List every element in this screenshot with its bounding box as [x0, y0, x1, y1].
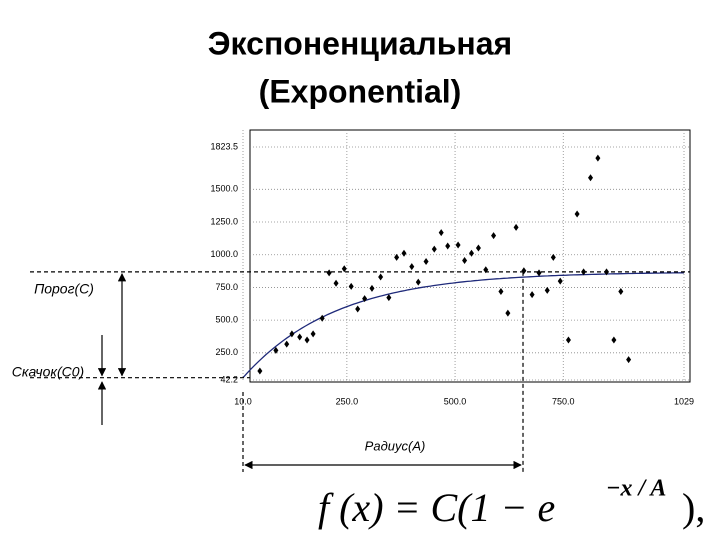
data-point — [604, 268, 610, 276]
data-point — [513, 223, 519, 231]
model-curve — [242, 272, 684, 379]
data-point — [319, 314, 325, 322]
y-tick-label: 1250.0 — [210, 216, 238, 226]
y-tick-label: 750.0 — [215, 282, 238, 292]
data-point — [297, 333, 303, 341]
data-point — [581, 268, 587, 276]
data-point — [491, 232, 497, 240]
data-point — [257, 367, 263, 375]
chart-title: (Exponential) — [259, 73, 462, 109]
data-point — [536, 269, 542, 277]
data-point — [445, 242, 451, 250]
data-point — [529, 291, 535, 299]
data-point — [431, 245, 437, 253]
x-axis-title: Радиус(A) — [365, 438, 426, 453]
data-point — [455, 241, 461, 249]
data-point — [469, 249, 475, 257]
data-point — [378, 273, 384, 281]
data-point — [611, 336, 617, 344]
data-point — [483, 266, 489, 274]
nugget-label: Скачок(C0) — [12, 364, 84, 380]
data-point — [273, 346, 279, 354]
data-point — [310, 330, 316, 338]
data-point — [550, 253, 556, 261]
y-tick-label: 42.2 — [220, 374, 238, 384]
x-tick-label: 1029 — [674, 396, 694, 406]
data-point — [369, 284, 375, 292]
data-point — [521, 267, 527, 275]
sill-label: Порог(C) — [34, 281, 94, 297]
data-point — [462, 256, 468, 264]
data-point — [289, 330, 295, 338]
y-tick-label: 1823.5 — [210, 141, 238, 151]
data-point — [415, 278, 421, 286]
y-tick-label: 250.0 — [215, 347, 238, 357]
data-point — [618, 287, 624, 295]
data-point — [355, 305, 361, 313]
data-point — [284, 340, 290, 348]
data-point — [505, 309, 511, 317]
data-point — [401, 249, 407, 257]
data-point — [394, 253, 400, 261]
data-point — [362, 295, 368, 303]
x-tick-label: 500.0 — [444, 396, 467, 406]
data-point — [304, 336, 310, 344]
data-point — [423, 258, 429, 266]
y-tick-label: 1500.0 — [210, 184, 238, 194]
data-point — [557, 277, 563, 285]
data-point — [595, 154, 601, 162]
data-point — [626, 356, 632, 364]
data-point — [409, 263, 415, 271]
data-point — [438, 229, 444, 237]
data-point — [348, 282, 354, 290]
x-tick-label: 750.0 — [552, 396, 575, 406]
data-point — [386, 294, 392, 302]
y-tick-label: 500.0 — [215, 314, 238, 324]
x-tick-label: 250.0 — [336, 396, 359, 406]
data-point — [341, 265, 347, 273]
y-tick-label: 1000.0 — [210, 249, 238, 259]
plot-frame — [249, 129, 691, 383]
data-point — [498, 287, 504, 295]
data-point — [326, 269, 332, 277]
data-point — [574, 210, 580, 218]
formula-exponent: −x / A — [606, 476, 666, 502]
formula: ), — [682, 485, 705, 530]
data-point — [565, 336, 571, 344]
formula: f (x) = C(1 − e — [318, 485, 555, 530]
data-point — [475, 244, 481, 252]
chart-title: Экспоненциальная — [208, 25, 512, 61]
data-point — [333, 279, 339, 287]
data-point — [544, 286, 550, 294]
data-point — [588, 174, 594, 182]
